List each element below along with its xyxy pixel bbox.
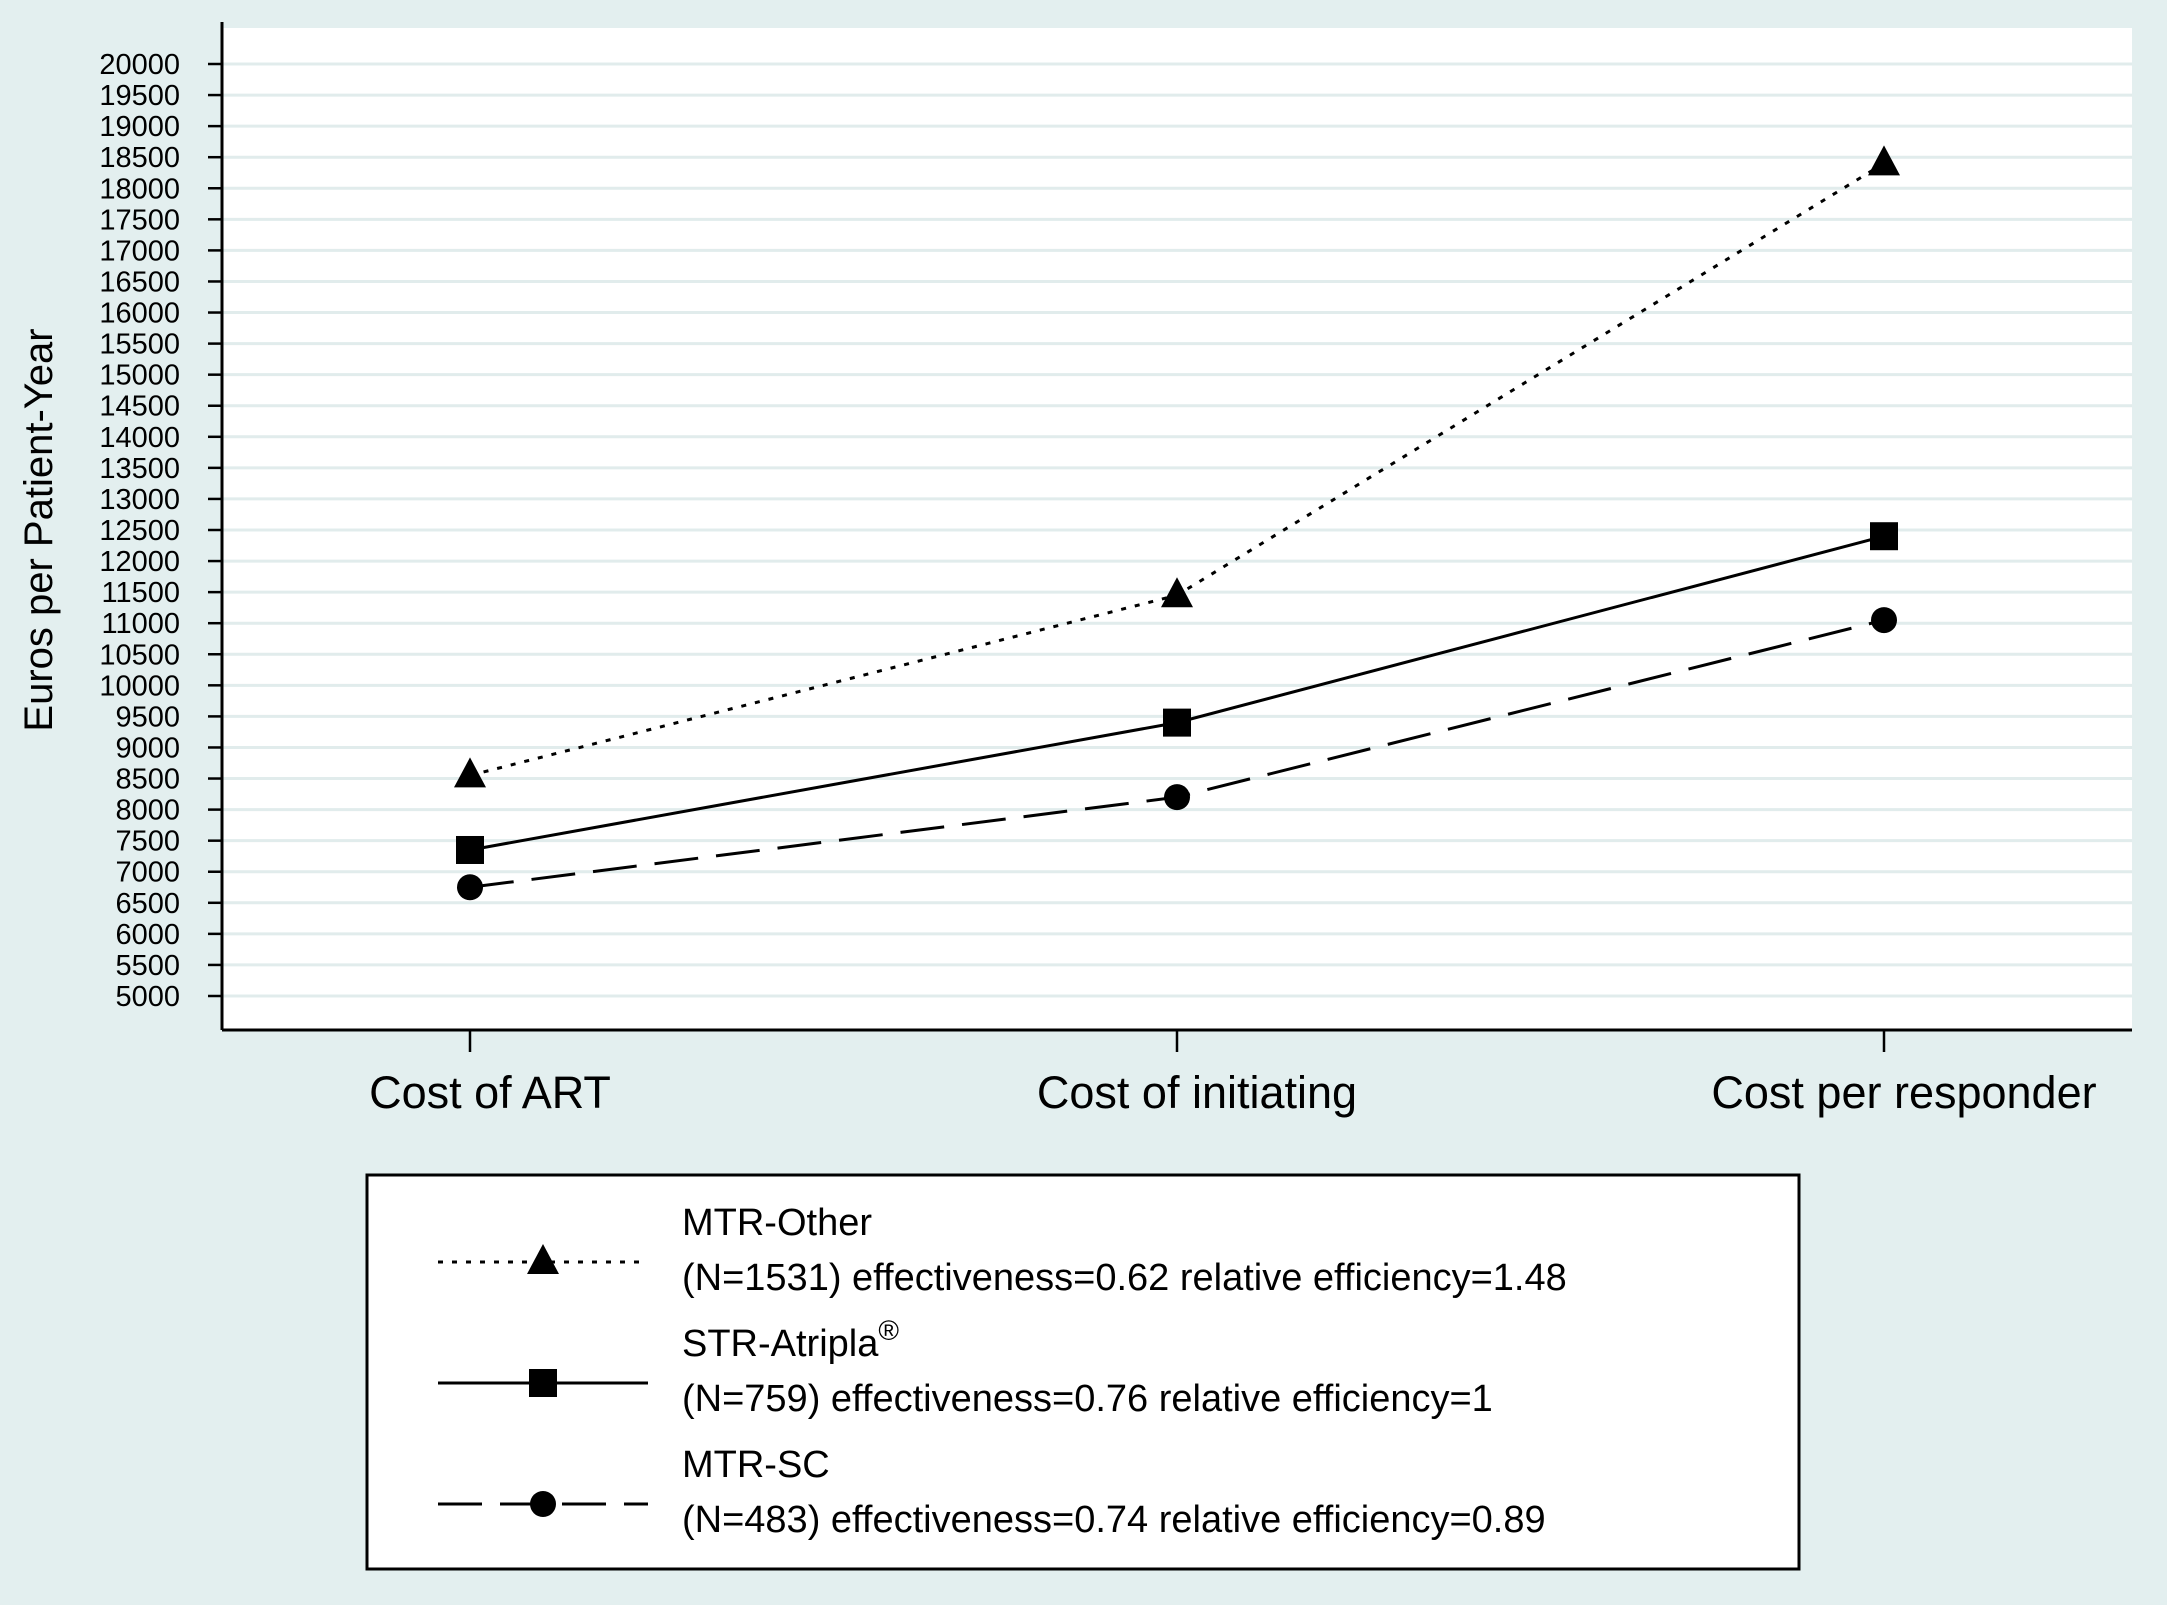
legend-detail-mtr-other: (N=1531) effectiveness=0.62 relative eff… <box>682 1257 1567 1299</box>
y-tick-label-8000: 8000 <box>115 795 180 827</box>
point-str-atripla-cost-of-initiating <box>1163 708 1191 737</box>
axes: 5000550060006500700075008000850090009500… <box>99 22 2132 1118</box>
y-tick-label-19000: 19000 <box>99 111 180 143</box>
y-tick-label-18000: 18000 <box>99 173 180 205</box>
y-tick-label-20000: 20000 <box>99 49 180 81</box>
y-tick-label-12000: 12000 <box>99 546 180 578</box>
y-tick-label-14000: 14000 <box>99 422 180 454</box>
y-tick-label-17000: 17000 <box>99 235 180 267</box>
y-tick-label-18500: 18500 <box>99 142 180 174</box>
y-axis-label: Euros per Patient-Year <box>17 328 61 731</box>
y-tick-label-6000: 6000 <box>115 919 180 951</box>
legend: MTR-Other (N=1531) effectiveness=0.62 re… <box>365 1173 1801 1571</box>
point-mtr-sc-cost-per-responder <box>1871 607 1897 634</box>
point-mtr-other-cost-per-responder <box>1868 145 1900 176</box>
y-tick-label-12500: 12500 <box>99 515 180 547</box>
legend-name-str-atripla-text: STR-Atripla <box>682 1323 879 1365</box>
legend-detail-mtr-sc: (N=483) effectiveness=0.74 relative effi… <box>682 1499 1546 1541</box>
y-tick-label-9500: 9500 <box>115 701 180 733</box>
legend-name-mtr-other: MTR-Other <box>682 1202 872 1244</box>
legend-name-str-atripla: STR-Atripla® <box>682 1315 899 1365</box>
legend-key-marker-mtr-sc <box>530 1491 556 1517</box>
y-tick-label-17500: 17500 <box>99 204 180 236</box>
point-str-atripla-cost-per-responder <box>1870 522 1898 551</box>
x-tick-label-cost-of-initiating: Cost of initiating <box>1037 1067 1357 1118</box>
point-mtr-other-cost-of-art <box>454 757 486 788</box>
x-tick-label-cost-per-responder: Cost per responder <box>1711 1067 2096 1118</box>
y-tick-label-15000: 15000 <box>99 360 180 392</box>
x-tick-label-cost-of-art: Cost of ART <box>369 1067 611 1118</box>
legend-name-mtr-sc: MTR-SC <box>682 1444 830 1486</box>
point-mtr-sc-cost-of-art <box>457 874 483 901</box>
y-tick-label-10500: 10500 <box>99 639 180 671</box>
y-tick-label-19500: 19500 <box>99 80 180 112</box>
y-tick-label-10000: 10000 <box>99 670 180 702</box>
y-tick-label-6500: 6500 <box>115 888 180 920</box>
legend-name-str-atripla-registered-mark: ® <box>878 1315 899 1346</box>
y-tick-label-16000: 16000 <box>99 298 180 330</box>
y-tick-label-5000: 5000 <box>115 981 180 1013</box>
y-tick-label-13000: 13000 <box>99 484 180 516</box>
point-mtr-other-cost-of-initiating <box>1161 577 1193 608</box>
legend-key-marker-str-atripla <box>529 1369 557 1397</box>
y-tick-label-7000: 7000 <box>115 857 180 889</box>
y-tick-label-7500: 7500 <box>115 826 180 858</box>
point-mtr-sc-cost-of-initiating <box>1164 784 1190 811</box>
series-layer <box>454 145 1900 901</box>
point-str-atripla-cost-of-art <box>456 835 484 864</box>
y-tick-label-11000: 11000 <box>102 608 181 640</box>
y-tick-label-8500: 8500 <box>115 764 180 796</box>
y-tick-label-14500: 14500 <box>99 391 180 423</box>
legend-key-marker-mtr-other <box>527 1244 559 1274</box>
y-tick-label-11500: 11500 <box>102 577 181 609</box>
y-tick-label-16500: 16500 <box>99 266 180 298</box>
y-tick-label-15500: 15500 <box>99 329 180 361</box>
legend-detail-str-atripla: (N=759) effectiveness=0.76 relative effi… <box>682 1378 1493 1420</box>
y-tick-label-9000: 9000 <box>115 732 180 764</box>
legend-keys <box>438 1244 648 1517</box>
y-tick-label-13500: 13500 <box>99 453 180 485</box>
y-tick-label-5500: 5500 <box>115 950 180 982</box>
